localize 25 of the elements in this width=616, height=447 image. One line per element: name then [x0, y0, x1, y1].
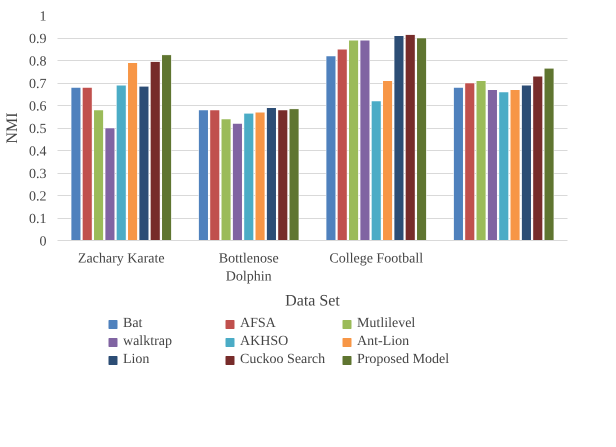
x-tick-label: Zachary Karate: [78, 252, 165, 266]
legend-label: AKHSO: [240, 334, 290, 350]
y-tick-label: 0.4: [29, 144, 46, 160]
legend-label: Mutlilevel: [356, 316, 416, 332]
legend-label: Proposed Model: [356, 352, 450, 368]
legend-label: Lion: [122, 352, 150, 368]
legend-label: walktrap: [122, 334, 173, 350]
y-tick-label: 0.2: [29, 190, 46, 204]
y-tick-label: 0.3: [29, 167, 46, 182]
x-tick-label: Bottlenose Dolphin: [218, 252, 279, 284]
y-tick-label: 0.6: [29, 100, 46, 114]
y-tick-label: 0.7: [29, 77, 46, 92]
x-tick-label: College Football: [329, 252, 424, 266]
legend-label: Cuckoo Search: [240, 352, 326, 368]
y-tick-label: 0.1: [29, 212, 46, 227]
legend-label: AFSA: [240, 316, 277, 332]
x-axis-title: Data Set: [285, 292, 340, 310]
y-axis-title: NMI: [4, 112, 21, 144]
legend-label: Bat: [122, 316, 144, 332]
y-tick-label: 1: [40, 10, 46, 24]
y-tick-label: 0.5: [29, 122, 46, 137]
y-tick-label: 0.9: [29, 32, 46, 47]
y-tick-label: 0: [40, 234, 46, 250]
y-tick-label: 0.8: [29, 54, 46, 70]
legend-label: Ant-Lion: [356, 334, 410, 350]
